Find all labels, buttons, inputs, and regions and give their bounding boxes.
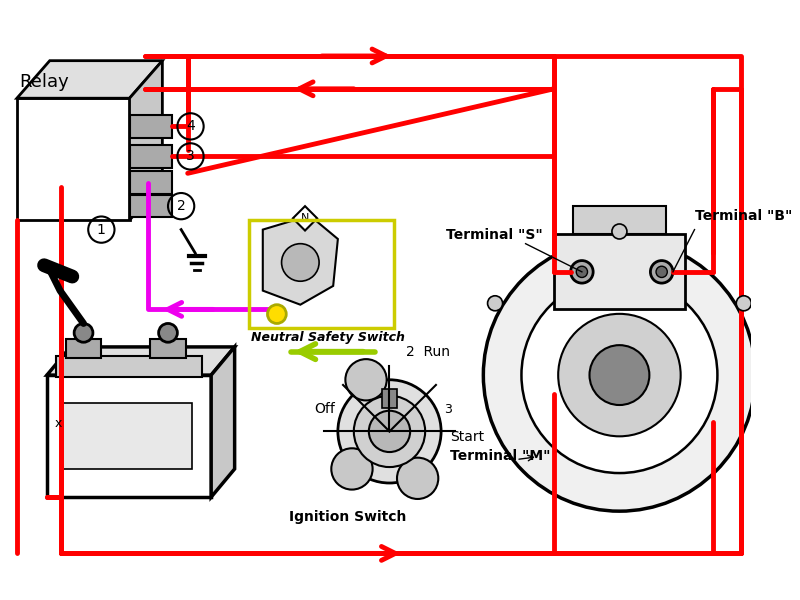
Polygon shape xyxy=(17,98,130,220)
Polygon shape xyxy=(130,115,172,137)
Polygon shape xyxy=(130,61,162,220)
Text: Ignition Switch: Ignition Switch xyxy=(289,509,406,524)
Circle shape xyxy=(650,260,673,283)
Bar xyxy=(382,389,397,408)
Bar xyxy=(61,403,192,469)
Circle shape xyxy=(331,448,373,490)
Circle shape xyxy=(612,224,627,239)
Text: Off: Off xyxy=(314,401,335,416)
Text: Relay: Relay xyxy=(18,73,69,91)
Text: 3: 3 xyxy=(444,403,452,416)
Text: 1: 1 xyxy=(97,223,106,236)
Text: N: N xyxy=(301,214,310,223)
Bar xyxy=(150,340,186,358)
Polygon shape xyxy=(293,206,318,230)
Circle shape xyxy=(576,266,587,277)
Circle shape xyxy=(570,260,593,283)
Bar xyxy=(56,356,202,377)
Circle shape xyxy=(338,380,441,483)
Circle shape xyxy=(158,323,178,342)
Text: Terminal "M": Terminal "M" xyxy=(450,449,551,463)
Polygon shape xyxy=(262,215,338,305)
Circle shape xyxy=(346,359,386,400)
Circle shape xyxy=(487,296,502,311)
Polygon shape xyxy=(130,172,172,194)
Circle shape xyxy=(483,239,755,511)
Polygon shape xyxy=(17,61,162,98)
Polygon shape xyxy=(130,195,172,217)
Polygon shape xyxy=(130,145,172,167)
Polygon shape xyxy=(211,347,234,497)
Circle shape xyxy=(590,345,650,405)
Circle shape xyxy=(522,277,718,473)
Polygon shape xyxy=(554,235,685,310)
Bar xyxy=(66,340,102,358)
Circle shape xyxy=(736,296,751,311)
Circle shape xyxy=(397,458,438,499)
Circle shape xyxy=(369,411,410,452)
Text: Terminal "S": Terminal "S" xyxy=(446,228,542,242)
Text: Start: Start xyxy=(450,430,485,444)
Text: Terminal "B": Terminal "B" xyxy=(694,209,792,223)
Text: Neutral Safety Switch: Neutral Safety Switch xyxy=(250,331,405,344)
Text: 2: 2 xyxy=(177,199,186,213)
Text: 3: 3 xyxy=(186,149,195,163)
Bar xyxy=(249,220,394,328)
Polygon shape xyxy=(47,375,211,497)
Circle shape xyxy=(282,244,319,281)
Polygon shape xyxy=(47,347,234,375)
Circle shape xyxy=(354,396,425,467)
Circle shape xyxy=(74,323,93,342)
Polygon shape xyxy=(573,206,666,235)
Circle shape xyxy=(267,305,286,323)
Text: 2  Run: 2 Run xyxy=(406,346,450,359)
Text: 4: 4 xyxy=(186,119,195,133)
Text: x: x xyxy=(54,417,62,430)
Circle shape xyxy=(558,314,681,436)
Circle shape xyxy=(656,266,667,277)
